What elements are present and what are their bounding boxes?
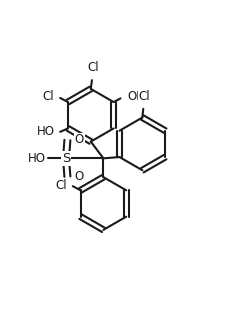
Text: Cl: Cl [138,90,150,103]
Text: HO: HO [27,152,46,165]
Text: HO: HO [36,126,54,138]
Text: OH: OH [126,90,144,103]
Text: S: S [62,152,70,165]
Text: O: O [74,134,84,146]
Text: Cl: Cl [87,61,98,74]
Text: Cl: Cl [43,90,54,103]
Text: O: O [74,170,84,183]
Text: Cl: Cl [55,178,67,192]
